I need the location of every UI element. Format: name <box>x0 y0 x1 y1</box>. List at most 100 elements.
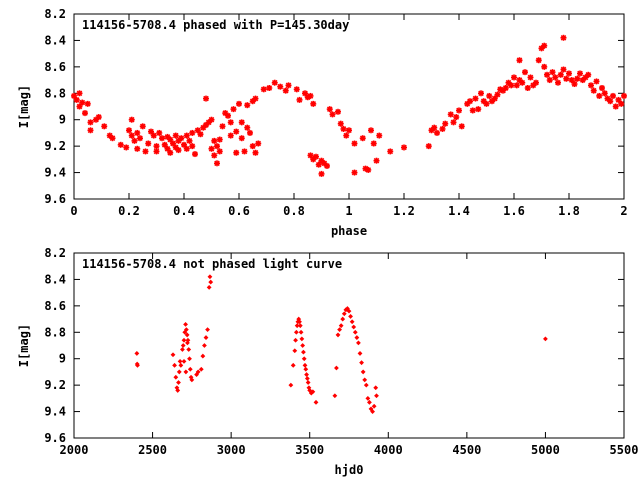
data-point <box>310 389 316 395</box>
data-point <box>574 75 581 82</box>
data-point <box>128 116 135 123</box>
data-point <box>456 107 462 114</box>
data-point <box>307 92 314 99</box>
data-point <box>252 95 259 102</box>
data-point <box>150 132 157 139</box>
data-point <box>172 362 177 368</box>
data-point <box>610 92 616 99</box>
data-point <box>187 366 193 372</box>
data-point <box>181 141 187 148</box>
data-point <box>549 69 556 76</box>
x-tick-label: 4500 <box>452 443 481 457</box>
data-point <box>225 112 231 119</box>
data-point <box>313 153 319 160</box>
data-point <box>519 79 526 86</box>
data-point <box>184 332 190 338</box>
data-point <box>255 140 262 147</box>
data-point <box>335 108 341 115</box>
data-point <box>211 152 218 159</box>
data-point <box>371 403 377 409</box>
plot-frame <box>73 13 625 200</box>
data-point <box>167 136 174 143</box>
data-point <box>301 356 307 362</box>
data-point <box>137 135 143 142</box>
data-point <box>207 274 213 280</box>
data-point <box>304 372 309 377</box>
data-point <box>555 79 561 86</box>
x-tick-label: 3000 <box>217 443 246 457</box>
data-point <box>352 329 358 335</box>
data-point <box>566 70 572 77</box>
data-point <box>214 143 220 150</box>
data-point <box>189 377 195 383</box>
data-point <box>305 380 311 385</box>
data-point <box>601 90 608 97</box>
data-point <box>174 385 180 391</box>
data-point <box>544 71 550 78</box>
chart-unphased: 2000 2500 3000 3500 4000 4500 5000 5500 8.2 8.4 8.… <box>17 246 638 477</box>
y-tick-label: 9.4 <box>44 166 66 180</box>
data-point <box>527 74 534 81</box>
data-point <box>346 127 352 134</box>
data-point <box>486 92 493 99</box>
data-point <box>335 332 341 338</box>
data-point <box>134 145 141 152</box>
data-point <box>277 83 284 90</box>
data-point <box>202 343 207 348</box>
data-point <box>308 390 314 396</box>
data-point <box>431 124 438 131</box>
data-point <box>326 106 333 113</box>
y-tick-label: 8.8 <box>44 325 66 339</box>
data-point <box>181 337 187 343</box>
data-point <box>304 376 310 381</box>
data-point <box>337 120 344 127</box>
data-point <box>307 388 313 393</box>
data-point <box>502 85 509 91</box>
data-point <box>173 374 179 380</box>
y-tick-label: 8.8 <box>44 86 66 100</box>
data-point <box>401 144 407 151</box>
data-point <box>310 100 317 107</box>
data-point <box>365 166 372 173</box>
data-point <box>332 393 338 399</box>
data-point <box>182 329 188 335</box>
x-tick-label: 4000 <box>374 443 403 457</box>
y-tick-label: 9.2 <box>44 139 66 153</box>
data-point <box>516 57 523 64</box>
y-tick-label: 9 <box>59 352 66 366</box>
data-point <box>568 77 575 84</box>
data-point <box>337 327 342 333</box>
data-point <box>313 399 319 405</box>
data-point <box>181 358 187 364</box>
x-tick-label: 2500 <box>138 443 167 457</box>
data-point <box>82 110 88 117</box>
data-point <box>293 86 300 93</box>
data-point <box>189 129 196 136</box>
data-point <box>302 362 308 368</box>
data-point <box>343 132 350 139</box>
x-tick-label: 1.6 <box>503 204 525 218</box>
x-tick-label: 1 <box>345 204 352 218</box>
data-point <box>425 143 432 150</box>
data-point <box>524 85 531 91</box>
y-tick-label: 8.2 <box>44 7 66 21</box>
x-tick-label: 3500 <box>295 443 324 457</box>
data-point <box>227 132 234 139</box>
data-point <box>153 143 160 150</box>
data-point <box>307 152 314 159</box>
data-point <box>346 308 352 314</box>
data-point <box>508 82 515 89</box>
x-tick-label: 1.4 <box>448 204 470 218</box>
data-point <box>159 135 165 142</box>
data-point <box>513 82 520 89</box>
data-point <box>340 125 347 132</box>
data-point <box>318 170 325 177</box>
data-point <box>297 323 303 329</box>
x-tick-label: 1.2 <box>393 204 415 218</box>
data-point <box>183 327 189 333</box>
data-point <box>238 119 245 126</box>
data-point <box>359 360 364 366</box>
data-point <box>290 362 296 368</box>
data-point <box>189 143 196 150</box>
data-point <box>161 141 168 148</box>
